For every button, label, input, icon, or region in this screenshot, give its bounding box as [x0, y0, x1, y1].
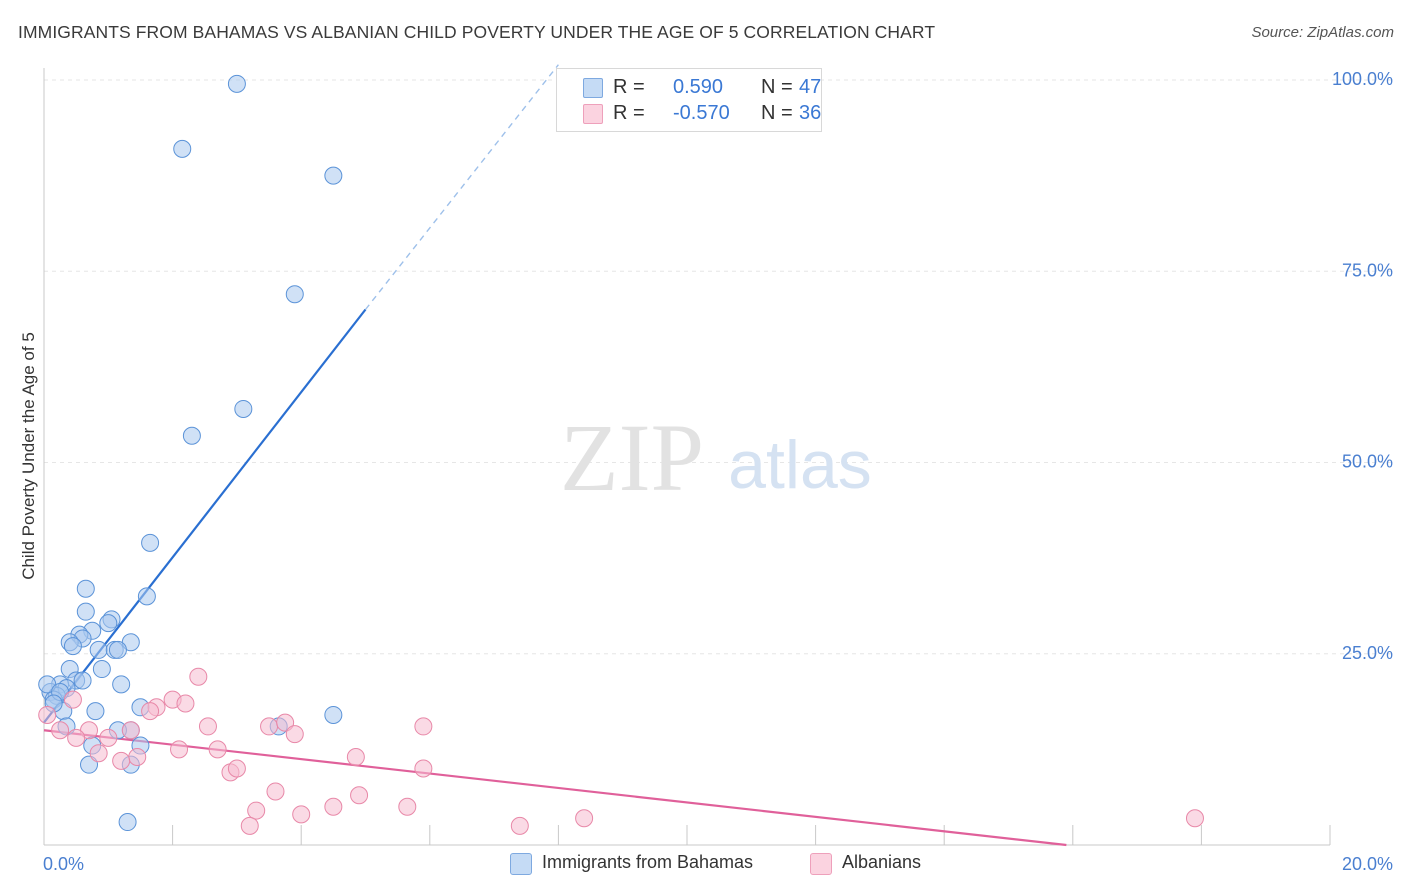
albanians-point	[247, 801, 266, 820]
albanians-point	[324, 797, 343, 816]
albanians-point	[38, 705, 57, 724]
albanians-point	[240, 816, 259, 835]
correlation-legend: R = 0.590 N = 47 R = -0.570 N = 36	[556, 68, 822, 132]
x-tick-label: 20.0%	[1342, 854, 1393, 874]
bahamas-point	[92, 660, 111, 679]
bahamas-point	[285, 285, 304, 304]
watermark-atlas: atlas	[728, 427, 872, 503]
bahamas-point	[324, 705, 343, 724]
r-label: R =	[613, 102, 645, 124]
bahamas-point	[76, 579, 95, 598]
r-value-albanians: -0.570	[673, 102, 730, 124]
albanians-point	[346, 748, 365, 767]
bahamas-point	[80, 755, 99, 774]
albanians-trend-line	[43, 729, 1067, 847]
bahamas-point	[73, 671, 92, 690]
bahamas-point	[137, 587, 156, 606]
tick-labels: 25.0% 50.0% 75.0% 100.0% 0.0% 20.0%	[43, 69, 1393, 874]
albanians-point	[285, 725, 304, 744]
albanians-point	[575, 809, 594, 828]
albanians-point	[67, 728, 86, 747]
albanians-point	[176, 694, 195, 713]
albanians-point	[266, 782, 285, 801]
bahamas-point	[76, 602, 95, 621]
legend-label-albanians: Albanians	[842, 852, 922, 872]
albanians-point	[292, 805, 311, 824]
n-value-albanians: 36	[799, 102, 822, 124]
n-value-bahamas: 47	[799, 76, 822, 98]
albanians-point	[510, 816, 529, 835]
albanians-point	[350, 786, 369, 805]
bahamas-point	[112, 675, 131, 694]
legend-label-bahamas: Immigrants from Bahamas	[542, 852, 754, 872]
albanians-point	[414, 717, 433, 736]
chart-title: IMMIGRANTS FROM BAHAMAS VS ALBANIAN CHIL…	[18, 22, 936, 42]
albanians-point	[260, 717, 279, 736]
bahamas-trend-line	[43, 308, 367, 724]
albanians-point	[89, 744, 108, 763]
x-tick-label: 0.0%	[43, 854, 84, 874]
albanians-point	[51, 721, 70, 740]
bahamas-point	[173, 139, 192, 158]
albanians-point	[141, 702, 160, 721]
bahamas-point	[227, 74, 246, 93]
bahamas-point	[324, 166, 343, 185]
y-tick-label: 50.0%	[1342, 452, 1393, 472]
albanians-point	[170, 740, 189, 759]
y-tick-label: 75.0%	[1342, 260, 1393, 280]
y-tick-label: 25.0%	[1342, 643, 1393, 663]
albanians-point	[414, 759, 433, 778]
albanians-point	[63, 690, 82, 709]
albanians-point	[1185, 809, 1204, 828]
source-label: Source: ZipAtlas.com	[1251, 24, 1394, 41]
bahamas-point	[63, 637, 82, 656]
bahamas-point	[89, 640, 108, 659]
bahamas-point	[108, 640, 127, 659]
trend-lines	[43, 64, 1067, 847]
grid-lines	[44, 79, 1395, 655]
albanians-point	[128, 748, 147, 767]
bahamas-point	[141, 533, 160, 552]
bahamas-point	[86, 702, 105, 721]
swatch-albanians	[810, 853, 832, 875]
r-label: R =	[613, 76, 645, 98]
watermark: ZIP atlas	[560, 404, 872, 511]
n-label: N =	[761, 76, 793, 98]
albanians-point	[276, 713, 295, 732]
albanians-point	[112, 751, 131, 770]
albanians-point	[121, 721, 140, 740]
swatch-bahamas	[510, 853, 532, 875]
n-label: N =	[761, 102, 793, 124]
bahamas-point	[118, 813, 137, 832]
r-value-bahamas: 0.590	[673, 76, 724, 98]
bahamas-point	[234, 399, 253, 418]
swatch-albanians	[583, 104, 603, 124]
swatch-bahamas	[583, 78, 603, 98]
watermark-zip: ZIP	[560, 404, 704, 511]
data-points	[38, 74, 1204, 835]
albanians-point	[99, 728, 118, 747]
albanians-point	[227, 759, 246, 778]
albanians-point	[208, 740, 227, 759]
bahamas-point	[182, 426, 201, 445]
albanians-point	[398, 797, 417, 816]
albanians-point	[189, 667, 208, 686]
bahamas-point	[99, 614, 118, 633]
y-tick-label: 100.0%	[1332, 69, 1393, 89]
albanians-point	[198, 717, 217, 736]
bahamas-trend-extension	[364, 64, 559, 310]
